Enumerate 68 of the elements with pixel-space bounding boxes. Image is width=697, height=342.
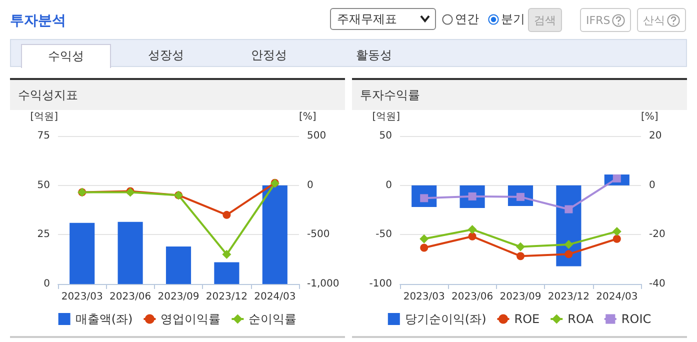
- y2-tick-label: -40: [649, 278, 666, 290]
- text: 주재무제표: [330, 8, 436, 30]
- legend-label: ROE: [514, 312, 540, 326]
- y-tick-label: 0: [386, 180, 392, 191]
- x-tick-label: 2023/03: [403, 292, 445, 302]
- point: [564, 240, 574, 250]
- x-tick-label: 2024/03: [254, 292, 296, 302]
- x-tick-label: 2023/06: [110, 292, 152, 302]
- legend-label: ROIC: [621, 312, 652, 326]
- y2-tick-label: -500: [307, 229, 330, 240]
- point: [516, 252, 524, 260]
- y-axis-title: [억원]: [372, 112, 400, 122]
- y2-axis-title: [%]: [299, 112, 316, 122]
- x-tick-label: 2023/12: [206, 292, 248, 302]
- text: 안정성: [250, 47, 288, 64]
- bar: [214, 262, 240, 284]
- x-tick-label: 2024/03: [596, 292, 638, 302]
- y2-tick-label: 500: [307, 130, 326, 142]
- text: 검색: [528, 8, 562, 32]
- point: [612, 234, 621, 243]
- point: [564, 250, 573, 258]
- y2-tick-label: 0: [649, 180, 656, 191]
- legend-label: 당기순이익(좌): [404, 312, 486, 326]
- chart-title: 투자수익률: [352, 80, 687, 110]
- chart-title: 수익성지표: [10, 80, 345, 110]
- y2-tick-label: -20: [649, 229, 666, 240]
- bar: [118, 222, 143, 284]
- bar: [166, 246, 192, 284]
- point: [222, 250, 232, 259]
- y2-tick-label: 0: [307, 180, 314, 191]
- legend-label: 순이익률: [248, 312, 297, 326]
- y-tick-label: 25: [37, 229, 50, 240]
- text: 수익성: [21, 44, 111, 68]
- legend-label: ROA: [568, 312, 594, 326]
- x-tick-label: 2023/09: [158, 292, 200, 302]
- point: [612, 226, 622, 236]
- x-tick-label: 2023/06: [452, 292, 494, 302]
- x-tick-label: 2023/03: [61, 292, 103, 302]
- bar: [70, 222, 95, 284]
- y2-tick-label: 20: [649, 130, 662, 142]
- point: [468, 232, 476, 240]
- x-tick-label: 2023/12: [548, 292, 590, 302]
- text: 연간: [455, 11, 479, 28]
- text: IFRS: [586, 14, 610, 26]
- x-tick-label: 2023/09: [500, 292, 542, 302]
- y-tick-label: 0: [44, 278, 50, 290]
- y-tick-label: 50: [37, 180, 50, 191]
- point: [564, 205, 573, 214]
- text: 투자분석: [10, 12, 66, 30]
- point: [222, 210, 231, 219]
- text: 분기: [501, 11, 525, 28]
- legend-label: 매출액(좌): [75, 312, 133, 326]
- text: 산식: [643, 12, 665, 28]
- point: [420, 244, 428, 252]
- y-tick-label: -50: [376, 229, 392, 240]
- y-tick-label: 75: [37, 130, 50, 142]
- point: [468, 224, 477, 234]
- y-tick-label: -100: [369, 278, 392, 290]
- text: 성장성: [147, 47, 185, 64]
- text: 활동성: [355, 47, 393, 64]
- y2-tick-label: -1,000: [307, 278, 340, 290]
- point: [516, 242, 525, 252]
- bar: [262, 185, 288, 284]
- y-tick-label: 50: [379, 130, 392, 142]
- point: [420, 234, 429, 244]
- y-axis-title: [억원]: [30, 112, 58, 122]
- legend-label: 영업이익률: [160, 312, 221, 326]
- y2-axis-title: [%]: [641, 112, 658, 122]
